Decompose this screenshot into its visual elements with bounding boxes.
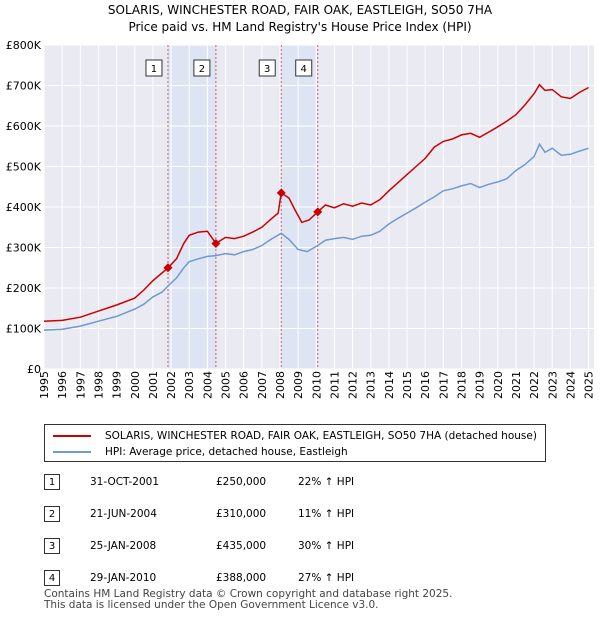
sale-hpi-delta: 27% ↑ HPI [298, 572, 355, 584]
x-tick-label: 2004 [201, 371, 214, 399]
x-tick-label: 2015 [401, 371, 414, 399]
sale-point-marker [211, 238, 221, 248]
y-tick-label: £0 [27, 363, 41, 376]
chart-subtitle: Price paid vs. HM Land Registry's House … [128, 20, 471, 34]
x-tick-label: 2018 [455, 371, 468, 399]
x-tick-label: 2011 [328, 371, 341, 399]
series-lines [43, 83, 589, 331]
series-line [43, 142, 589, 331]
legend: SOLARIS, WINCHESTER ROAD, FAIR OAK, EAST… [44, 424, 546, 462]
x-tick-label: 2013 [365, 371, 378, 399]
chart-title: SOLARIS, WINCHESTER ROAD, FAIR OAK, EAST… [108, 3, 493, 17]
sale-row: 2 21-JUN-2004 £310,000 11% ↑ HPI [44, 506, 464, 526]
footer-line-1: Contains HM Land Registry data © Crown c… [44, 588, 453, 600]
x-tick-label: 2009 [292, 371, 305, 399]
y-tick-label: £300K [6, 242, 42, 255]
sale-hpi-delta: 30% ↑ HPI [298, 540, 355, 552]
sale-label-number: 3 [264, 64, 270, 75]
sale-date: 21-JUN-2004 [90, 508, 157, 520]
sale-price: £388,000 [216, 572, 267, 584]
sale-label-box [145, 59, 163, 77]
x-tick-label: 2023 [546, 371, 559, 399]
sale-date: 25-JAN-2008 [90, 540, 157, 552]
legend-label-property: SOLARIS, WINCHESTER ROAD, FAIR OAK, EAST… [105, 430, 537, 442]
footer-attribution: Contains HM Land Registry data © Crown c… [44, 589, 452, 611]
x-axis-ticks: 1995 1996 1997 1998 1999 2000 2001 2002 2003 2004… [38, 371, 596, 399]
sale-date: 29-JAN-2010 [90, 572, 157, 584]
sale-price: £250,000 [216, 476, 267, 488]
x-tick-label: 2005 [220, 371, 233, 399]
x-tick-label: 2008 [274, 371, 287, 399]
legend-item-hpi: HPI: Average price, detached house, East… [53, 444, 348, 460]
x-tick-label: 2025 [583, 371, 596, 399]
sale-number-badge: 4 [44, 570, 60, 586]
x-tick-label: 2016 [419, 371, 432, 399]
sale-label-number: 4 [301, 64, 307, 75]
sale-label-box [295, 59, 313, 77]
sale-row: 4 29-JAN-2010 £388,000 27% ↑ HPI [44, 570, 464, 590]
sale-hpi-delta: 11% ↑ HPI [298, 508, 355, 520]
x-tick-label: 1997 [74, 371, 87, 399]
sale-point-marker [276, 188, 286, 198]
sale-markers [163, 188, 323, 273]
x-tick-label: 2012 [347, 371, 360, 399]
x-tick-label: 2002 [165, 371, 178, 399]
x-tick-label: 2000 [129, 371, 142, 399]
y-tick-label: £800K [6, 39, 42, 52]
x-tick-label: 2007 [256, 371, 269, 399]
sale-vertical-lines: 1 2 3 4 [145, 45, 319, 369]
x-tick-label: 2017 [437, 371, 450, 399]
sale-point-marker [313, 207, 323, 217]
y-tick-label: £100K [6, 323, 42, 336]
y-tick-label: £400K [6, 201, 42, 214]
sale-label-box [258, 59, 276, 77]
grid-lines [43, 44, 594, 370]
x-tick-label: 2020 [492, 371, 505, 399]
sale-date: 31-OCT-2001 [90, 476, 159, 488]
x-tick-label: 2014 [383, 371, 396, 399]
y-tick-label: £200K [6, 282, 42, 295]
sale-row: 1 31-OCT-2001 £250,000 22% ↑ HPI [44, 474, 464, 494]
sale-hpi-delta: 22% ↑ HPI [298, 476, 355, 488]
x-tick-label: 2003 [183, 371, 196, 399]
x-tick-label: 2010 [310, 371, 323, 399]
y-tick-label: £500K [6, 161, 42, 174]
x-tick-label: 2022 [528, 371, 541, 399]
sale-price: £435,000 [216, 540, 267, 552]
legend-label-hpi: HPI: Average price, detached house, East… [105, 446, 348, 458]
price-chart: SOLARIS, WINCHESTER ROAD, FAIR OAK, EAST… [6, 3, 596, 399]
sale-number-badge: 1 [44, 474, 60, 490]
sale-point-marker [163, 263, 173, 273]
sale-label-number: 1 [151, 64, 157, 75]
x-tick-label: 2001 [147, 371, 160, 399]
x-tick-label: 2021 [510, 371, 523, 399]
x-tick-label: 1998 [92, 371, 105, 399]
x-tick-label: 2019 [474, 371, 487, 399]
x-tick-label: 1995 [38, 371, 51, 399]
sale-number-badge: 2 [44, 506, 60, 522]
sale-label-number: 2 [199, 64, 205, 75]
legend-item-property: SOLARIS, WINCHESTER ROAD, FAIR OAK, EAST… [53, 428, 537, 444]
x-tick-label: 2006 [238, 371, 251, 399]
sale-label-box [193, 59, 211, 77]
series-line [43, 83, 589, 322]
y-tick-label: £700K [6, 80, 42, 93]
legend-swatch-hpi [53, 451, 91, 453]
footer-line-2: This data is licensed under the Open Gov… [44, 599, 379, 611]
legend-swatch-property [53, 435, 91, 437]
sale-price: £310,000 [216, 508, 267, 520]
sale-number-badge: 3 [44, 538, 60, 554]
x-tick-label: 1999 [111, 371, 124, 399]
x-tick-label: 1996 [56, 371, 69, 399]
y-axis-ticks: £0 £100K £200K £300K £400K £500K £600K £700K £80… [6, 39, 42, 376]
y-tick-label: £600K [6, 120, 42, 133]
x-tick-label: 2024 [564, 371, 577, 399]
sale-row: 3 25-JAN-2008 £435,000 30% ↑ HPI [44, 538, 464, 558]
